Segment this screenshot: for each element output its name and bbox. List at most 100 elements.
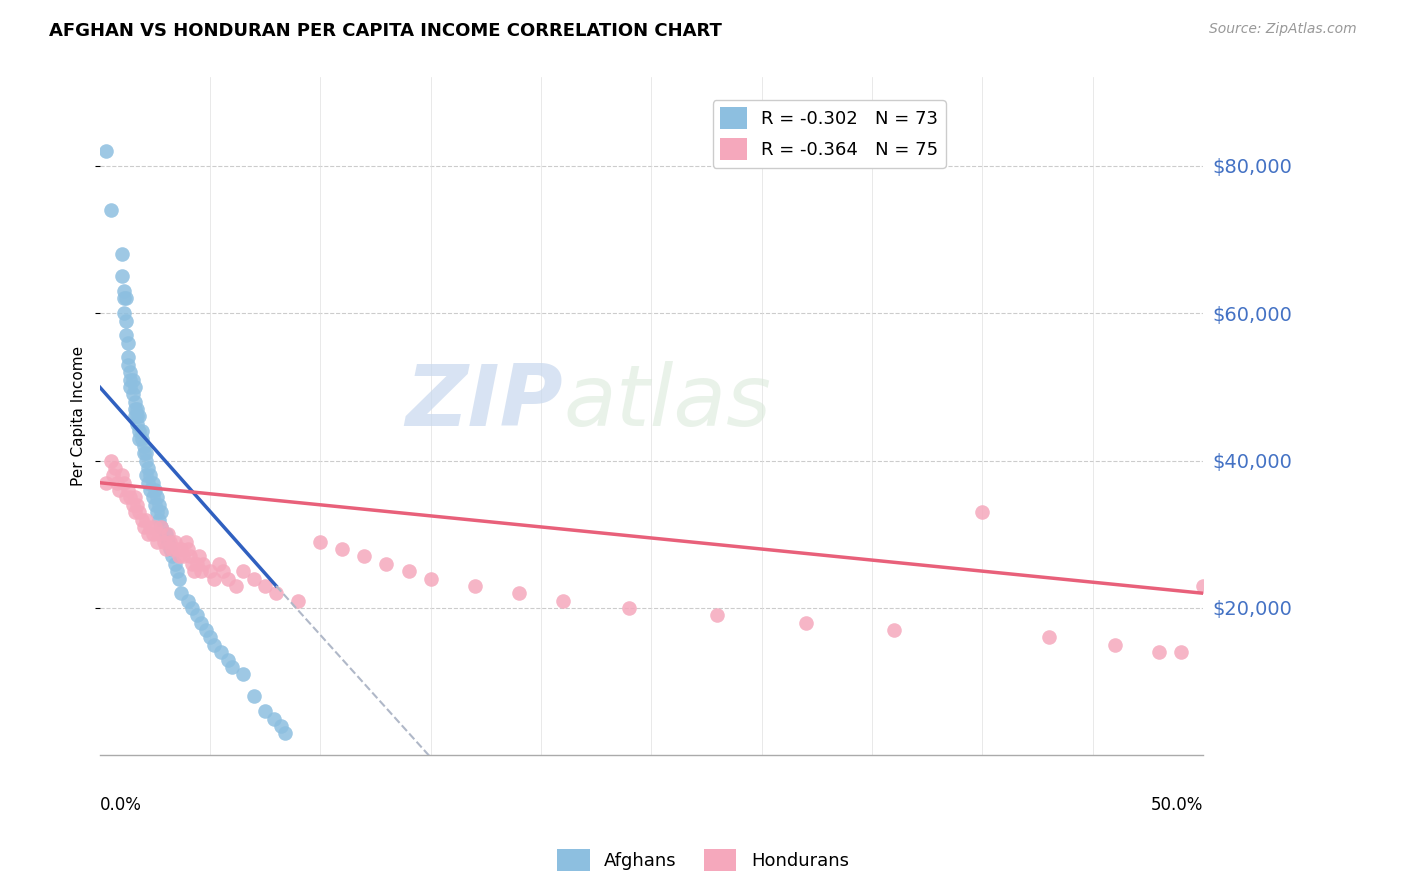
- Point: [131, 424, 153, 438]
- Point: [148, 527, 170, 541]
- Point: [111, 468, 134, 483]
- Point: [243, 690, 266, 704]
- Point: [1170, 645, 1192, 659]
- Point: [190, 564, 212, 578]
- Point: [243, 572, 266, 586]
- Point: [115, 292, 138, 306]
- Point: [141, 475, 163, 490]
- Point: [163, 534, 186, 549]
- Point: [115, 313, 138, 327]
- Point: [166, 542, 188, 557]
- Point: [972, 505, 994, 519]
- Point: [375, 557, 398, 571]
- Point: [194, 623, 217, 637]
- Point: [117, 335, 139, 350]
- Point: [127, 402, 149, 417]
- Point: [131, 432, 153, 446]
- Point: [135, 468, 157, 483]
- Point: [1192, 579, 1215, 593]
- Point: [146, 491, 169, 505]
- Point: [120, 491, 142, 505]
- Point: [141, 527, 163, 541]
- Point: [619, 601, 641, 615]
- Point: [96, 144, 118, 158]
- Point: [135, 512, 157, 526]
- Point: [132, 446, 155, 460]
- Point: [117, 351, 139, 365]
- Point: [111, 247, 134, 261]
- Point: [177, 542, 200, 557]
- Point: [128, 505, 150, 519]
- Point: [419, 572, 441, 586]
- Point: [100, 203, 122, 218]
- Point: [398, 564, 420, 578]
- Point: [128, 432, 150, 446]
- Point: [162, 542, 184, 557]
- Text: 50.0%: 50.0%: [1150, 796, 1204, 814]
- Point: [217, 572, 239, 586]
- Point: [120, 380, 142, 394]
- Point: [112, 292, 135, 306]
- Point: [883, 623, 905, 637]
- Point: [124, 394, 146, 409]
- Point: [120, 373, 142, 387]
- Point: [117, 483, 139, 497]
- Point: [117, 358, 139, 372]
- Point: [287, 593, 309, 607]
- Point: [124, 402, 146, 417]
- Point: [209, 645, 232, 659]
- Point: [163, 557, 186, 571]
- Legend: R = -0.302   N = 73, R = -0.364   N = 75: R = -0.302 N = 73, R = -0.364 N = 75: [713, 100, 946, 168]
- Point: [124, 491, 146, 505]
- Point: [124, 409, 146, 424]
- Point: [127, 417, 149, 431]
- Point: [706, 608, 728, 623]
- Point: [96, 475, 118, 490]
- Point: [112, 284, 135, 298]
- Point: [141, 491, 163, 505]
- Point: [353, 549, 375, 564]
- Point: [101, 468, 124, 483]
- Point: [187, 549, 209, 564]
- Point: [100, 453, 122, 467]
- Point: [221, 660, 243, 674]
- Point: [127, 409, 149, 424]
- Point: [115, 328, 138, 343]
- Point: [108, 483, 131, 497]
- Y-axis label: Per Capita Income: Per Capita Income: [72, 346, 86, 486]
- Point: [124, 505, 146, 519]
- Point: [155, 527, 177, 541]
- Point: [263, 712, 285, 726]
- Point: [1104, 638, 1126, 652]
- Point: [121, 373, 143, 387]
- Point: [212, 564, 235, 578]
- Point: [139, 468, 162, 483]
- Point: [112, 306, 135, 320]
- Point: [1147, 645, 1170, 659]
- Point: [330, 542, 353, 557]
- Point: [162, 549, 184, 564]
- Point: [225, 579, 247, 593]
- Point: [148, 512, 170, 526]
- Point: [124, 380, 146, 394]
- Point: [143, 498, 166, 512]
- Point: [148, 498, 170, 512]
- Point: [128, 424, 150, 438]
- Point: [254, 704, 277, 718]
- Point: [143, 520, 166, 534]
- Point: [170, 586, 193, 600]
- Point: [128, 409, 150, 424]
- Point: [183, 564, 205, 578]
- Point: [150, 520, 173, 534]
- Point: [309, 534, 332, 549]
- Legend: Afghans, Hondurans: Afghans, Hondurans: [550, 842, 856, 879]
- Point: [167, 549, 190, 564]
- Point: [177, 593, 200, 607]
- Point: [143, 483, 166, 497]
- Point: [121, 387, 143, 401]
- Point: [115, 491, 138, 505]
- Point: [135, 453, 157, 467]
- Point: [270, 719, 292, 733]
- Point: [150, 505, 173, 519]
- Point: [132, 439, 155, 453]
